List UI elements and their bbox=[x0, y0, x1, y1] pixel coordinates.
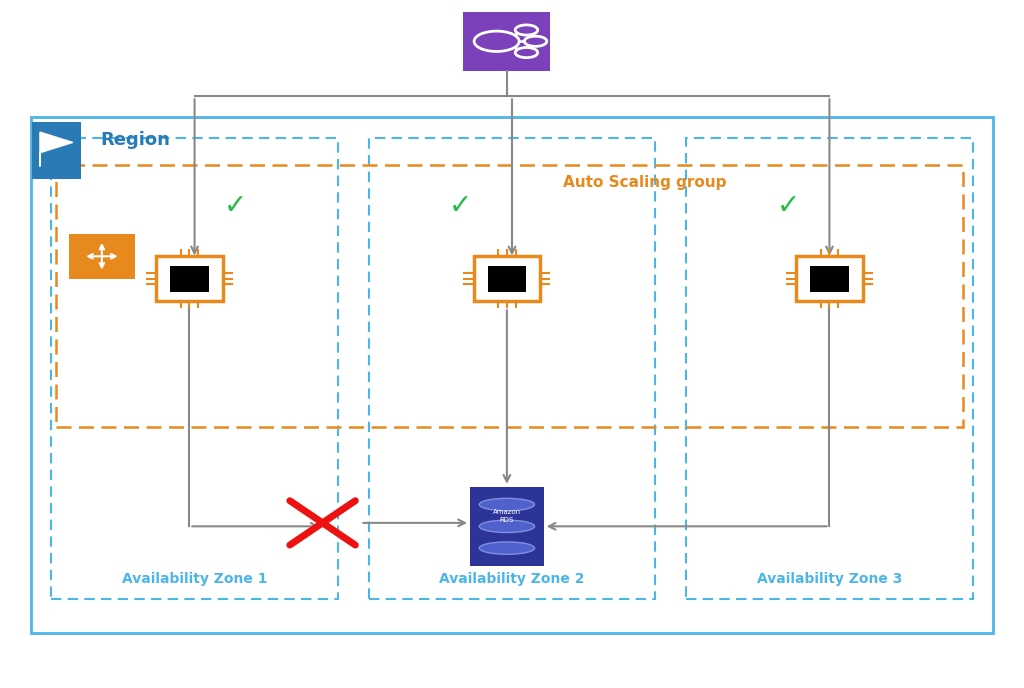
Bar bbox=[69, 234, 135, 279]
Bar bbox=[470, 487, 544, 566]
Ellipse shape bbox=[479, 498, 535, 510]
Bar bbox=[51, 138, 338, 599]
Ellipse shape bbox=[479, 520, 535, 533]
Bar bbox=[463, 12, 551, 71]
Bar bbox=[810, 266, 849, 292]
Bar bbox=[156, 257, 223, 301]
Bar bbox=[369, 138, 655, 599]
Bar bbox=[56, 165, 963, 427]
Text: Amazon
RDS: Amazon RDS bbox=[493, 510, 521, 522]
Bar bbox=[32, 122, 81, 179]
Bar bbox=[170, 266, 209, 292]
Bar bbox=[473, 257, 541, 301]
Text: Availability Zone 3: Availability Zone 3 bbox=[757, 572, 902, 586]
Text: ✓: ✓ bbox=[224, 193, 247, 220]
Text: Availability Zone 1: Availability Zone 1 bbox=[122, 572, 267, 586]
Bar bbox=[487, 266, 526, 292]
Text: ✓: ✓ bbox=[450, 193, 472, 220]
Ellipse shape bbox=[479, 542, 535, 555]
Text: Availability Zone 2: Availability Zone 2 bbox=[439, 572, 585, 586]
Bar bbox=[797, 257, 862, 301]
Text: ✓: ✓ bbox=[777, 193, 800, 220]
Bar bbox=[31, 117, 993, 633]
Text: Region: Region bbox=[100, 131, 170, 149]
Text: Auto Scaling group: Auto Scaling group bbox=[563, 175, 727, 191]
Bar bbox=[686, 138, 973, 599]
Polygon shape bbox=[40, 132, 73, 166]
